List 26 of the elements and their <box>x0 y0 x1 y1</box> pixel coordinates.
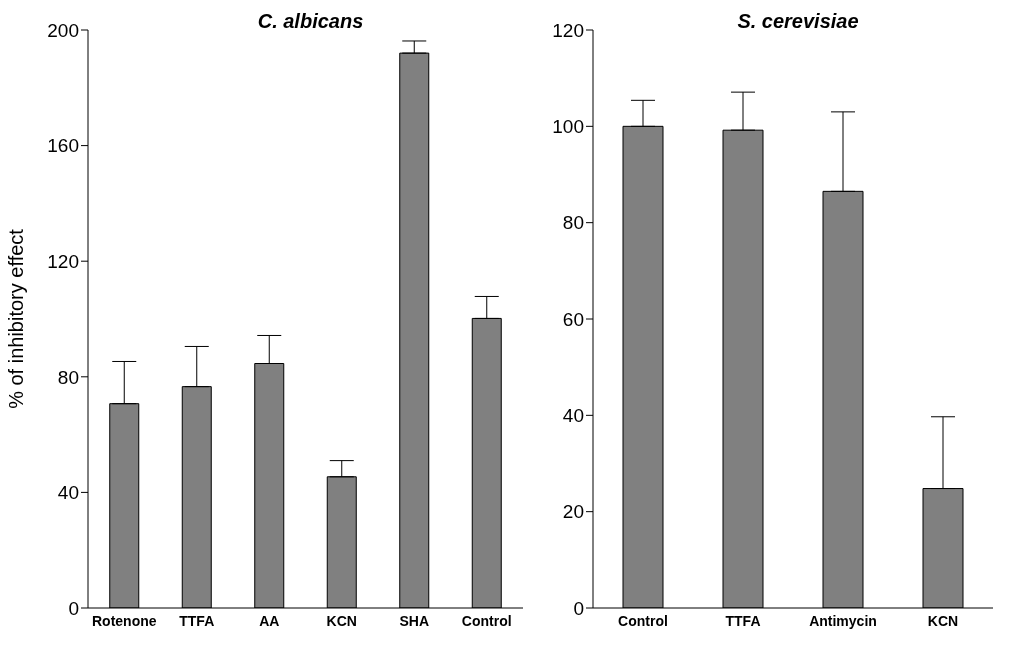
x-tick-label: TTFA <box>725 612 761 629</box>
x-tick-label: AA <box>259 612 280 629</box>
x-tick-label: Control <box>461 612 512 629</box>
y-tick-label: 0 <box>573 597 584 619</box>
y-tick-label: 80 <box>562 212 584 234</box>
chart-title: C. albicans <box>256 10 365 33</box>
y-tick-label: 20 <box>562 501 584 523</box>
x-tick-label: Antimycin <box>809 612 877 629</box>
y-tick-label: 0 <box>68 597 79 619</box>
y-tick-label: 100 <box>552 116 584 138</box>
chart-title: S. cerevisiae <box>736 10 860 33</box>
x-tick-label: SHA <box>399 612 430 629</box>
y-tick-label: 200 <box>47 19 79 41</box>
x-tick-label: KCN <box>326 612 357 629</box>
x-tick-label: TTFA <box>179 612 215 629</box>
y-tick-label: 40 <box>562 405 584 427</box>
x-tick-label: KCN <box>927 612 959 629</box>
y-tick-label: 120 <box>47 250 79 272</box>
y-tick-label: 120 <box>552 19 584 41</box>
y-tick-label: 160 <box>47 135 79 157</box>
y-tick-label: 80 <box>57 366 79 388</box>
y-tick-label: 60 <box>562 308 584 330</box>
x-tick-label: Control <box>618 612 668 629</box>
x-tick-label: Rotenone <box>91 612 157 629</box>
y-axis-title: % of inhibitory effect <box>5 228 28 409</box>
y-tick-label: 40 <box>57 482 79 504</box>
